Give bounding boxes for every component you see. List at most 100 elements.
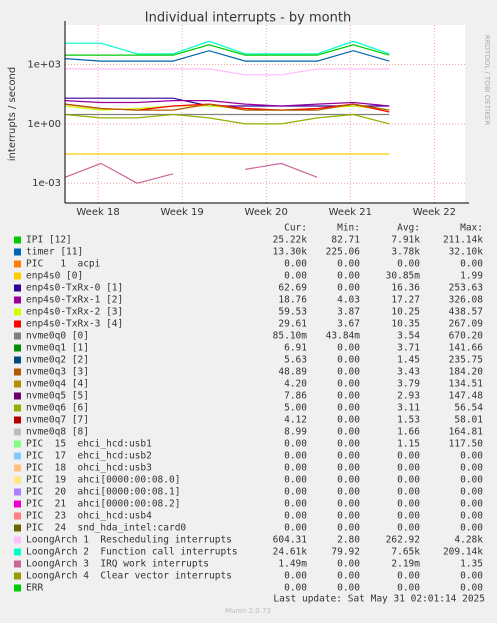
legend-swatch (14, 272, 21, 280)
legend-stat: 604.31 (273, 535, 308, 546)
legend-stat: 0.00 (337, 271, 360, 282)
legend-label: nvme0q1 [1] (26, 343, 89, 354)
legend-label: LoongArch 3 IRQ work interrupts (26, 559, 209, 570)
y-tick-label: 1e+03 (27, 60, 61, 71)
legend-stat: 1.35 (460, 559, 483, 570)
legend-stat: 0.00 (460, 475, 483, 486)
legend-stat: 24.61k (273, 547, 308, 558)
legend-stat: 79.92 (331, 547, 360, 558)
legend-stat: 0.00 (284, 475, 307, 486)
legend-label: PIC 19 ahci[0000:00:08.0] (26, 475, 180, 486)
legend-stat: 0.00 (284, 463, 307, 474)
legend-label: nvme0q2 [2] (26, 355, 89, 366)
legend-stat: 164.81 (449, 427, 484, 438)
legend-stat: 0.00 (397, 511, 420, 522)
legend-stat: 0.00 (460, 499, 483, 510)
legend-label: timer [11] (26, 247, 83, 258)
legend-stat: 0.00 (284, 439, 307, 450)
legend-stat: 17.27 (391, 295, 420, 306)
legend-stat: 262.92 (386, 535, 420, 546)
legend-stat: 0.00 (284, 451, 307, 462)
legend-stat: 0.00 (284, 499, 307, 510)
legend-stat: 0.00 (337, 355, 360, 366)
legend-stat: 32.10k (449, 247, 484, 258)
legend-stat: 0.00 (337, 523, 360, 534)
legend-label: nvme0q8 [8] (26, 427, 89, 438)
legend-stat: 56.54 (454, 403, 483, 414)
legend-swatch (14, 512, 21, 520)
legend-swatch (14, 524, 21, 532)
legend-swatch (14, 308, 21, 316)
legend-stat: 1.15 (397, 439, 420, 450)
legend-stat: 0.00 (337, 511, 360, 522)
legend-swatch (14, 356, 21, 364)
legend-stat: 0.00 (337, 571, 360, 582)
y-axis-title: interrupts / second (7, 67, 18, 161)
legend-label: PIC 18 ohci_hcd:usb3 (26, 463, 152, 474)
legend-stat: 0.00 (337, 391, 360, 402)
legend-swatch (14, 500, 21, 508)
legend-label: nvme0q0 [0] (26, 331, 89, 342)
legend-swatch (14, 560, 21, 568)
chart-title: Individual interrupts - by month (145, 11, 351, 26)
footer: Munin 2.0.73 (225, 607, 271, 615)
legend-stat: 0.00 (337, 427, 360, 438)
legend-stat: 0.00 (337, 343, 360, 354)
legend-stat: 4.12 (284, 415, 307, 426)
legend-label: enp4s0 [0] (26, 271, 83, 282)
legend-stat: 3.79 (397, 379, 420, 390)
legend-stat: 2.80 (337, 535, 360, 546)
legend-stat: 10.25 (391, 307, 420, 318)
legend-stat: 18.76 (278, 295, 307, 306)
legend-stat: 438.57 (449, 307, 483, 318)
legend-stat: 225.06 (326, 247, 361, 258)
legend-stat: 0.00 (337, 403, 360, 414)
legend-stat: 0.00 (337, 451, 360, 462)
legend-stat: 0.00 (460, 523, 483, 534)
legend-stat: 0.00 (337, 487, 360, 498)
legend-swatch (14, 440, 21, 448)
stat-header: Cur: (284, 223, 307, 234)
legend-swatch (14, 416, 21, 424)
legend-label: PIC 23 ohci_hcd:usb4 (26, 511, 152, 522)
plot-area (65, 25, 465, 203)
legend-stat: 0.00 (337, 259, 360, 270)
legend-swatch (14, 296, 21, 304)
legend-stat: 7.65k (391, 547, 420, 558)
legend-label: nvme0q5 [5] (26, 391, 89, 402)
legend-stat: 1.66 (397, 427, 420, 438)
legend-stat: 25.22k (273, 235, 308, 246)
legend-stat: 670.20 (449, 331, 484, 342)
legend-swatch (14, 248, 21, 256)
legend-stat: 16.36 (391, 283, 420, 294)
legend-stat: 0.00 (337, 499, 360, 510)
legend-stat: 0.00 (397, 523, 420, 534)
legend-stat: 3.67 (337, 319, 360, 330)
legend-label: enp4s0-TxRx-0 [1] (26, 283, 123, 294)
legend-swatch (14, 320, 21, 328)
legend-stat: 0.00 (337, 583, 360, 594)
legend-stat: 0.00 (337, 367, 360, 378)
legend-stat: 5.00 (284, 403, 307, 414)
legend-stat: 13.30k (273, 247, 308, 258)
legend-stat: 3.54 (397, 331, 420, 342)
legend-stat: 0.00 (284, 511, 307, 522)
legend-stat: 134.51 (449, 379, 484, 390)
y-tick-label: 1e-03 (32, 178, 61, 189)
legend-stat: 0.00 (460, 487, 483, 498)
y-tick-label: 1e+00 (27, 119, 61, 130)
legend-stat: 3.11 (397, 403, 420, 414)
legend-stat: 253.63 (449, 283, 483, 294)
legend-swatch (14, 344, 21, 352)
legend-swatch (14, 584, 21, 592)
legend-stat: 0.00 (284, 259, 307, 270)
watermark: RRDTOOL / TOBI OETIKER (483, 35, 491, 125)
legend-stat: 0.00 (284, 571, 307, 582)
legend-stat: 7.86 (284, 391, 307, 402)
legend-stat: 0.00 (397, 463, 420, 474)
legend-stat: 117.50 (449, 439, 484, 450)
legend-stat: 3.71 (397, 343, 420, 354)
legend-stat: 1.99 (460, 271, 483, 282)
legend-stat: 0.00 (397, 571, 420, 582)
